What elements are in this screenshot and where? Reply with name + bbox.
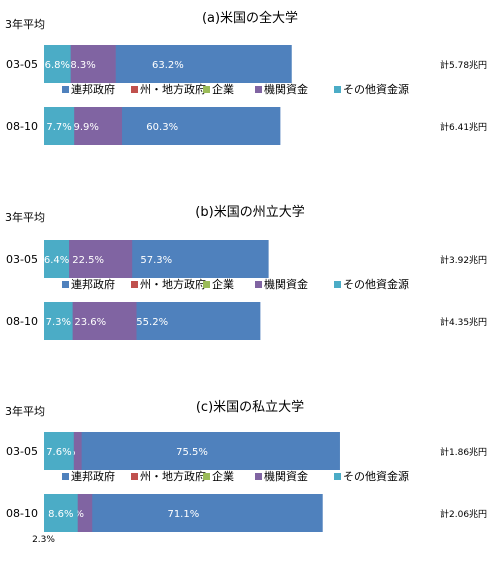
bar-segment [44, 107, 75, 145]
legend-swatch [62, 281, 69, 288]
category-label: 08-10 [6, 120, 38, 133]
legend-swatch [334, 473, 341, 480]
legend-swatch [255, 86, 262, 93]
data-label: 75.5% [176, 447, 208, 458]
data-label: 7.3% [46, 317, 71, 328]
legend-swatch [131, 281, 138, 288]
chart-panel-3: (c)米国の私立大学3年平均03-0575.5%2.1%5.1%9.6%7.6%… [5, 399, 487, 545]
legend-label: 機関資金 [264, 277, 308, 291]
data-label: 19.9% [67, 122, 99, 133]
chart-title: (a)米国の全大学 [202, 10, 298, 26]
total-label: 計5.78兆円 [440, 59, 487, 71]
data-label: 71.1% [167, 509, 199, 520]
bar-segment [44, 240, 70, 278]
total-label: 計1.86兆円 [440, 446, 487, 458]
legend-swatch [255, 473, 262, 480]
legend-swatch [62, 473, 69, 480]
data-label: 55.2% [136, 317, 168, 328]
legend-swatch [203, 281, 210, 288]
legend-label: 企業 [212, 277, 234, 291]
data-label: 7.7% [46, 122, 71, 133]
chart-panel-2: (b)米国の州立大学3年平均03-0557.3%8.7%5.1%22.5%6.4… [5, 204, 487, 340]
category-label: 03-05 [6, 253, 38, 266]
data-label: 23.6% [74, 317, 106, 328]
chart-title: (c)米国の私立大学 [196, 399, 304, 415]
bar-segment [44, 432, 340, 470]
legend-label: 機関資金 [264, 82, 308, 96]
data-label: 63.2% [152, 60, 184, 71]
total-label: 計3.92兆円 [440, 254, 487, 266]
corner-label: 3年平均 [5, 210, 45, 224]
corner-label: 3年平均 [5, 404, 45, 418]
corner-label: 3年平均 [5, 17, 45, 31]
category-label: 08-10 [6, 315, 38, 328]
legend-label: 連邦政府 [71, 469, 115, 483]
legend-label: 企業 [212, 82, 234, 96]
data-label: 18.3% [64, 60, 96, 71]
legend-swatch [203, 473, 210, 480]
category-label: 08-10 [6, 507, 38, 520]
data-label: 2.3% [32, 535, 55, 545]
data-label: 6.8% [45, 60, 70, 71]
legend-label: 連邦政府 [71, 82, 115, 96]
data-label: 8.6% [48, 509, 73, 520]
data-label: 60.3% [146, 122, 178, 133]
chart-title: (b)米国の州立大学 [195, 204, 304, 220]
category-label: 03-05 [6, 445, 38, 458]
data-label: 22.5% [72, 255, 104, 266]
legend-label: 連邦政府 [71, 277, 115, 291]
legend-label: 企業 [212, 469, 234, 483]
legend-swatch [334, 86, 341, 93]
legend-swatch [203, 86, 210, 93]
legend-label: その他資金源 [343, 469, 409, 483]
chart-panel-1: (a)米国の全大学3年平均03-0563.2%6.6%5.1%18.3%6.8%… [5, 10, 487, 145]
data-label: 57.3% [140, 255, 172, 266]
legend-label: その他資金源 [343, 277, 409, 291]
total-label: 計6.41兆円 [440, 121, 487, 133]
total-label: 計2.06兆円 [440, 508, 487, 520]
legend-swatch [334, 281, 341, 288]
bar-segment [44, 494, 78, 532]
legend-swatch [131, 473, 138, 480]
legend-swatch [131, 86, 138, 93]
legend-label: その他資金源 [343, 82, 409, 96]
total-label: 計4.35兆円 [440, 316, 487, 328]
legend-label: 州・地方政府 [140, 277, 206, 291]
data-label: 6.4% [44, 255, 69, 266]
bar-segment [44, 302, 73, 340]
legend-label: 機関資金 [264, 469, 308, 483]
bar-segment [44, 432, 74, 470]
bar-segment [44, 45, 71, 83]
data-label: 7.6% [46, 447, 71, 458]
legend-label: 州・地方政府 [140, 469, 206, 483]
legend-label: 州・地方政府 [140, 82, 206, 96]
category-label: 03-05 [6, 58, 38, 71]
legend-swatch [255, 281, 262, 288]
legend-swatch [62, 86, 69, 93]
